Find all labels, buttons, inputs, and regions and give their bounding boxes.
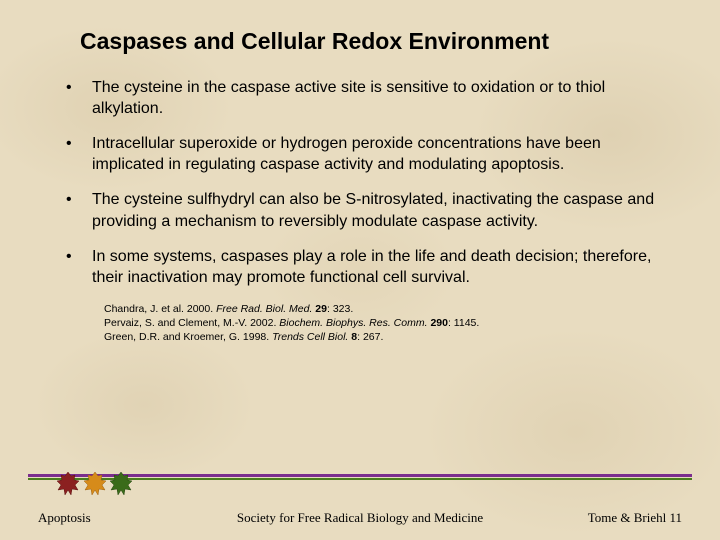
reference-line: Green, D.R. and Kroemer, G. 1998. Trends…: [104, 330, 660, 344]
bullet-item: The cysteine sulfhydryl can also be S-ni…: [60, 189, 660, 231]
reference-line: Chandra, J. et al. 2000. Free Rad. Biol.…: [104, 302, 660, 316]
slide-title: Caspases and Cellular Redox Environment: [80, 28, 660, 55]
bullet-item: Intracellular superoxide or hydrogen per…: [60, 133, 660, 175]
leaf-icon: [108, 470, 134, 498]
bullet-item: The cysteine in the caspase active site …: [60, 77, 660, 119]
footer-right: Tome & Briehl 11: [588, 510, 682, 526]
leaf-icon: [55, 470, 81, 498]
slide: Caspases and Cellular Redox Environment …: [0, 0, 720, 540]
references: Chandra, J. et al. 2000. Free Rad. Biol.…: [104, 302, 660, 345]
reference-line: Pervaiz, S. and Clement, M.-V. 2002. Bio…: [104, 316, 660, 330]
bullet-list: The cysteine in the caspase active site …: [60, 77, 660, 288]
leaf-icon: [82, 470, 108, 498]
footer: Apoptosis Society for Free Radical Biolo…: [0, 510, 720, 526]
bullet-item: In some systems, caspases play a role in…: [60, 246, 660, 288]
